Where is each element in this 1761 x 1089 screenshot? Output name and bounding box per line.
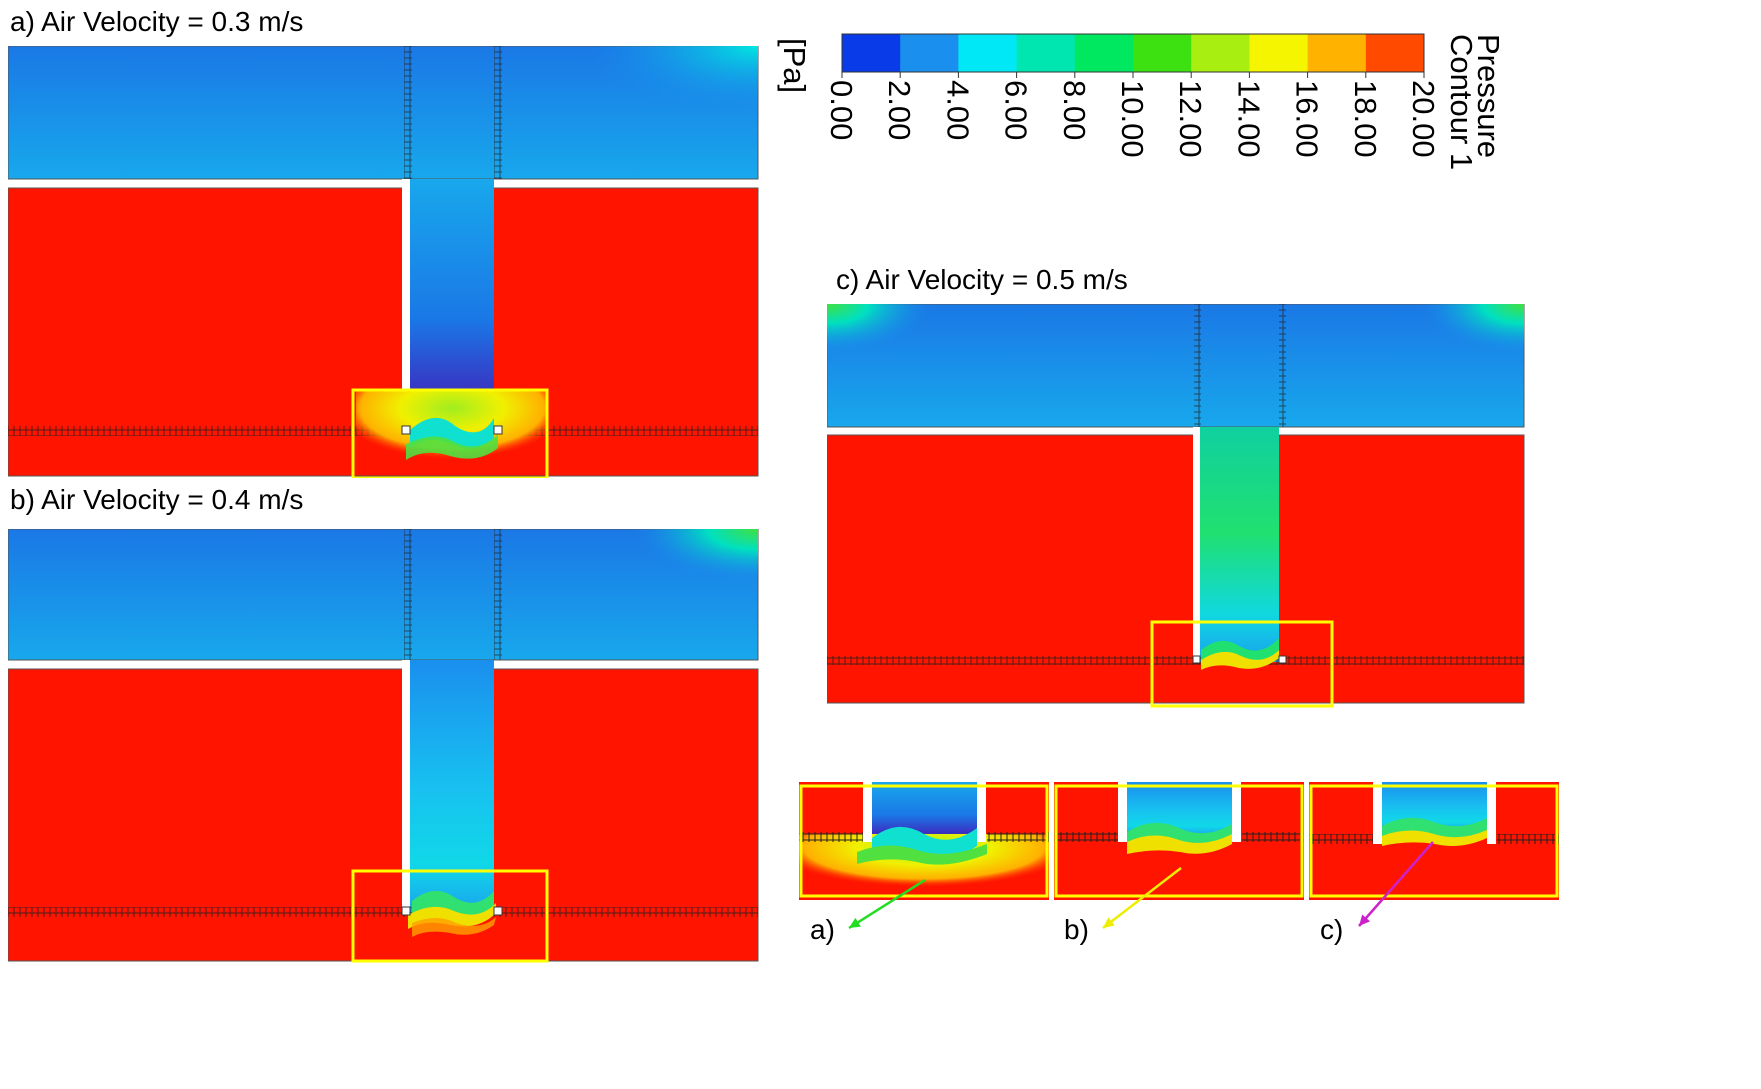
legend-swatch	[900, 34, 959, 72]
zoom-arrow-line	[848, 878, 926, 930]
legend-tick-label: 2.00	[882, 80, 917, 140]
zoom-label-c: c)	[1320, 914, 1344, 945]
legend-swatch	[958, 34, 1018, 72]
legend-tick-label: 12.00	[1173, 80, 1208, 158]
legend-unit: [Pa]	[777, 38, 812, 93]
panel-c-channel	[1200, 427, 1279, 662]
zoom-c	[1309, 782, 1559, 900]
zoom-arrow-head	[1103, 917, 1115, 928]
zoom-label-b: b)	[1064, 914, 1089, 945]
legend-title-line1: Pressure	[1471, 34, 1506, 158]
pressure-legend: 0.00 2.00 4.00 6.00 8.00 10.00 12.00 14.00 16.00…	[777, 33, 1506, 170]
legend-swatch	[1307, 34, 1367, 72]
zoom-comparison	[799, 782, 1559, 930]
legend-tick-label: 20.00	[1406, 80, 1441, 158]
panel-b-lower-region	[8, 668, 759, 962]
zoom-arrow-line	[1358, 841, 1434, 927]
legend-swatch	[1365, 34, 1425, 72]
zoom-arrow-line	[1102, 867, 1182, 929]
panel-b-highlight-box	[351, 869, 549, 963]
panel-a-contour	[8, 46, 759, 478]
zoom-arrow-head	[849, 917, 861, 928]
legend-swatch	[1249, 34, 1309, 72]
legend-tick-label: 10.00	[1115, 80, 1150, 158]
legend-swatch	[1016, 34, 1076, 72]
legend-swatch	[842, 34, 901, 72]
panel-a-title: a) Air Velocity = 0.3 m/s	[10, 6, 304, 37]
legend-tick-label: 18.00	[1348, 80, 1383, 158]
zoom-arrow-head	[1359, 914, 1371, 926]
zoom-label-a: a)	[810, 914, 835, 945]
legend-swatch	[1191, 34, 1250, 72]
legend-tick-label: 6.00	[999, 80, 1034, 140]
zoom-a	[799, 782, 1049, 900]
legend-tick-labels: 0.00 2.00 4.00 6.00 8.00 10.00 12.00 14.00 16.00…	[824, 72, 1441, 158]
zoom-arrows	[848, 841, 1434, 930]
legend-tick-label: 8.00	[1057, 80, 1092, 140]
panel-b-channel	[410, 660, 494, 915]
legend-title-line2: Contour 1	[1444, 34, 1479, 170]
legend-swatch	[1133, 34, 1192, 72]
zoom-b	[1054, 782, 1304, 900]
legend-color-bar	[841, 33, 1425, 73]
panel-b-contour	[8, 529, 759, 963]
panel-c-contour	[827, 304, 1525, 708]
panel-b-title: b) Air Velocity = 0.4 m/s	[10, 484, 304, 515]
panel-a-highlight-box	[351, 388, 549, 478]
panel-c-highlight-box	[1150, 620, 1334, 708]
legend-tick-label: 14.00	[1231, 80, 1266, 158]
legend-tick-label: 16.00	[1290, 80, 1325, 158]
legend-swatch	[1074, 34, 1134, 72]
panel-c-title: c) Air Velocity = 0.5 m/s	[836, 264, 1128, 295]
legend-tick-label: 4.00	[940, 80, 975, 140]
legend-tick-label: 0.00	[824, 80, 859, 140]
